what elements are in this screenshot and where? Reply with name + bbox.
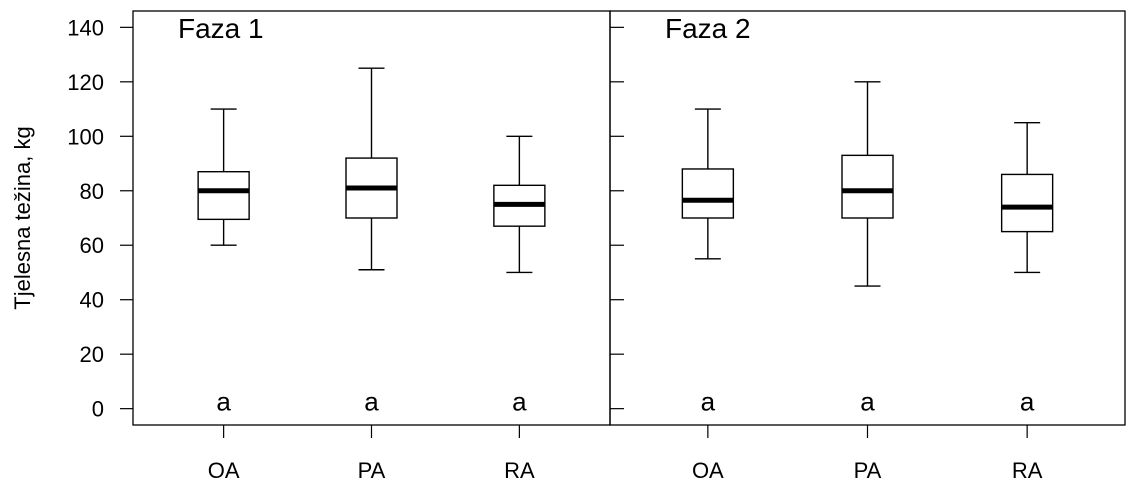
significance-letter: a [364,387,379,417]
y-tick-label: 40 [80,288,104,313]
x-tick-label: PA [854,458,882,482]
y-tick-label: 60 [80,233,104,258]
significance-letter: a [512,387,527,417]
significance-letter: a [1020,387,1035,417]
significance-letter: a [860,387,875,417]
y-tick-label: 140 [67,15,104,40]
panel-title: Faza 2 [665,13,751,44]
y-tick-label: 120 [67,70,104,95]
y-tick-label: 20 [80,342,104,367]
x-tick-label: OA [208,458,240,482]
box-iqr [197,170,250,221]
x-tick-label: RA [504,458,535,482]
significance-letter: a [216,387,231,417]
y-axis-label: Tjelesna težina, kg [10,126,35,309]
y-tick-label: 100 [67,124,104,149]
x-tick-label: RA [1012,458,1043,482]
x-tick-label: PA [358,458,386,482]
x-tick-label: OA [692,458,724,482]
y-tick-label: 80 [80,179,104,204]
box-iqr [1000,173,1054,233]
box-iqr [681,168,735,219]
box-iqr [841,154,894,219]
panel-title: Faza 1 [178,13,264,44]
y-tick-label: 0 [92,397,104,422]
significance-letter: a [701,387,716,417]
